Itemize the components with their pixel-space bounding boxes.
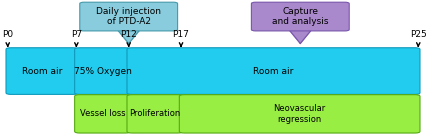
FancyBboxPatch shape: [80, 2, 178, 31]
FancyBboxPatch shape: [251, 2, 349, 31]
Text: Daily injection
of PTD-A2: Daily injection of PTD-A2: [96, 7, 161, 26]
Text: Vessel loss: Vessel loss: [80, 109, 125, 118]
Text: Capture
and analysis: Capture and analysis: [272, 7, 329, 26]
Text: Room air: Room air: [22, 67, 62, 76]
Text: P12: P12: [120, 30, 137, 39]
Text: P0: P0: [2, 30, 13, 39]
FancyBboxPatch shape: [6, 48, 78, 94]
FancyBboxPatch shape: [127, 48, 420, 94]
Text: P25: P25: [410, 30, 427, 39]
FancyBboxPatch shape: [75, 95, 130, 133]
Text: P7: P7: [71, 30, 82, 39]
FancyBboxPatch shape: [127, 95, 183, 133]
FancyBboxPatch shape: [179, 95, 420, 133]
Text: P17: P17: [172, 30, 190, 39]
Text: Proliferation: Proliferation: [129, 109, 181, 118]
Text: Room air: Room air: [253, 67, 294, 76]
Text: Neovascular
regression: Neovascular regression: [274, 104, 326, 124]
Polygon shape: [118, 30, 139, 43]
Text: 75% Oxygen: 75% Oxygen: [74, 67, 131, 76]
Polygon shape: [290, 30, 311, 43]
FancyBboxPatch shape: [75, 48, 130, 94]
